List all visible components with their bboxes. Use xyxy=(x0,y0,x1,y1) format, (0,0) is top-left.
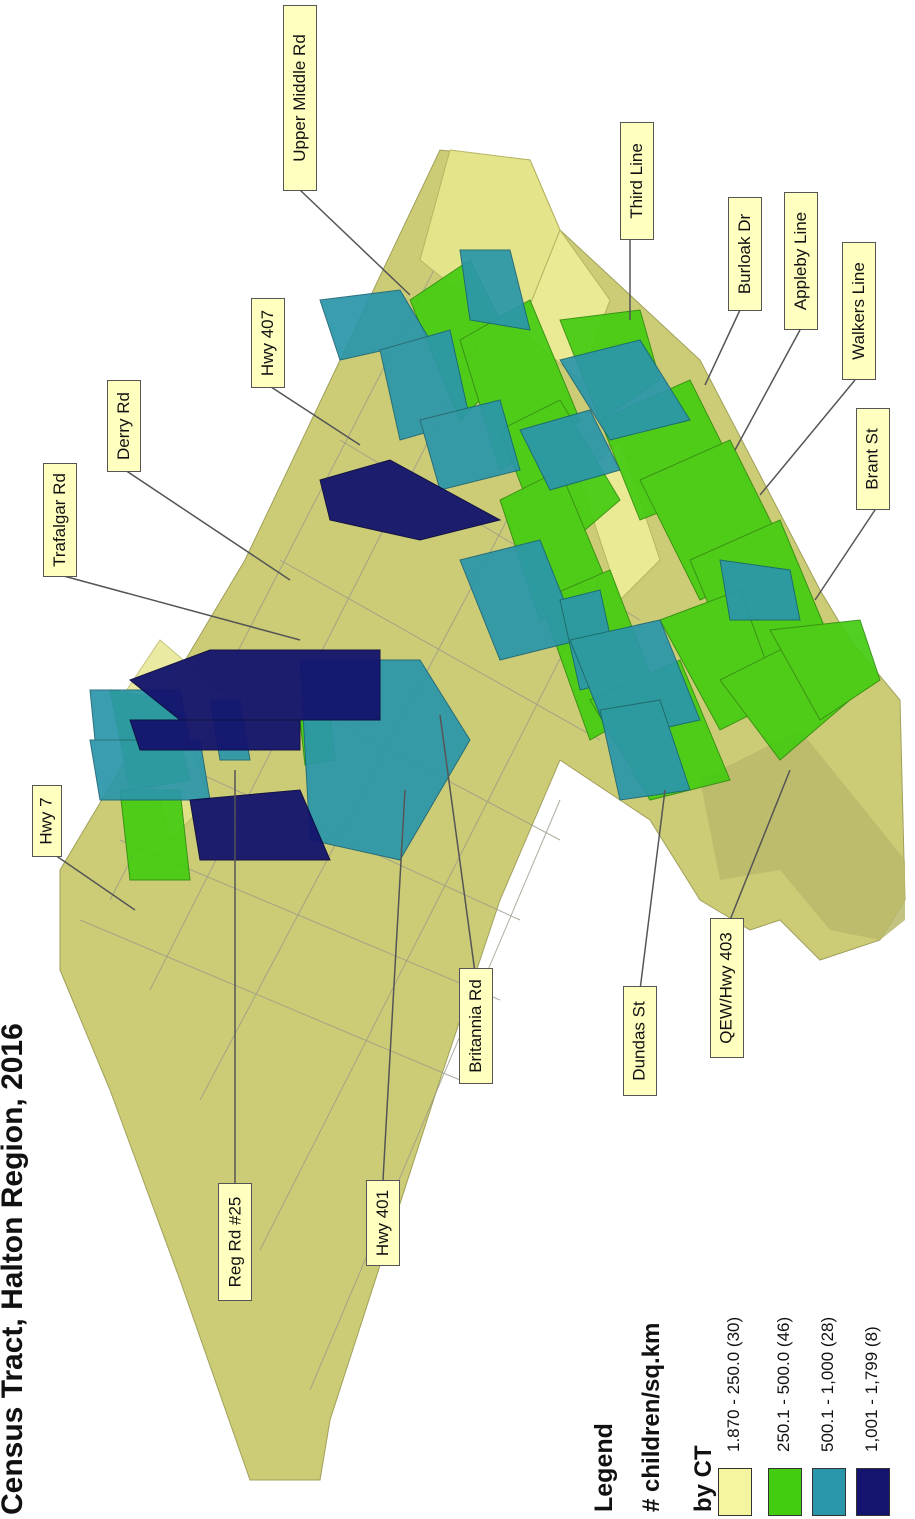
legend-label-class2: 250.1 - 500.0 (46) xyxy=(774,1316,793,1452)
legend-swatch-class4 xyxy=(856,1468,890,1516)
label-derry: Derry Rd xyxy=(107,380,141,472)
label-brant-text: Brant St xyxy=(863,428,883,490)
legend-swatch-class3 xyxy=(812,1468,846,1516)
label-derry-text: Derry Rd xyxy=(114,391,134,461)
label-walkers: Walkers Line xyxy=(842,242,876,380)
map-title: Census Tract, Halton Region, 2016 xyxy=(0,1023,29,1515)
label-hwy407-text: Hwy 407 xyxy=(258,309,278,377)
label-upper-middle: Upper Middle Rd xyxy=(283,5,317,191)
legend-subheading-line1: # children/sq.km xyxy=(638,1322,665,1512)
label-walkers-text: Walkers Line xyxy=(849,262,869,360)
legend-swatch-class1 xyxy=(718,1468,752,1516)
label-hwy407: Hwy 407 xyxy=(251,298,285,388)
label-burloak: Burloak Dr xyxy=(728,197,762,311)
callout-leaders xyxy=(54,189,876,1185)
label-britannia-text: Britannia Rd xyxy=(466,979,485,1073)
legend-subheading-line2: by CT xyxy=(690,1445,717,1512)
highway-ridge xyxy=(700,730,905,940)
label-qew-text: QEW/Hwy 403 xyxy=(717,932,737,1044)
label-hwy7-text: Hwy 7 xyxy=(37,797,57,845)
label-britannia: Britannia Rd xyxy=(459,968,493,1084)
label-brant: Brant St xyxy=(856,408,890,510)
label-appleby-text: Appleby Line xyxy=(791,211,810,311)
label-burloak-text: Burloak Dr xyxy=(735,213,754,295)
label-appleby: Appleby Line xyxy=(784,192,818,330)
label-reg-rd-25: Reg Rd #25 xyxy=(218,1183,252,1301)
label-trafalgar-text: Trafalgar Rd xyxy=(50,473,70,567)
class4-blocks xyxy=(129,459,502,861)
label-hwy401: Hwy 401 xyxy=(366,1180,400,1266)
legend-label-class3: 500.1 - 1,000 (28) xyxy=(818,1316,837,1452)
legend-label-class1: 1.870 - 250.0 (30) xyxy=(724,1316,743,1452)
label-third-line: Third Line xyxy=(620,122,654,240)
label-dundas: Dundas St xyxy=(623,986,657,1096)
legend-label-class4: 1,001 - 1,799 (8) xyxy=(862,1326,881,1452)
label-dundas-text: Dundas St xyxy=(630,1001,650,1081)
legend-heading: Legend xyxy=(590,1423,618,1512)
label-third-line-text: Third Line xyxy=(627,143,647,219)
label-reg-rd-25-text: Reg Rd #25 xyxy=(225,1196,245,1288)
label-upper-middle-text: Upper Middle Rd xyxy=(290,34,309,162)
label-qew: QEW/Hwy 403 xyxy=(710,918,744,1058)
label-hwy7: Hwy 7 xyxy=(32,785,62,857)
legend-swatch-class2 xyxy=(768,1468,802,1516)
label-trafalgar: Trafalgar Rd xyxy=(43,463,77,577)
label-hwy401-text: Hwy 401 xyxy=(373,1189,393,1257)
